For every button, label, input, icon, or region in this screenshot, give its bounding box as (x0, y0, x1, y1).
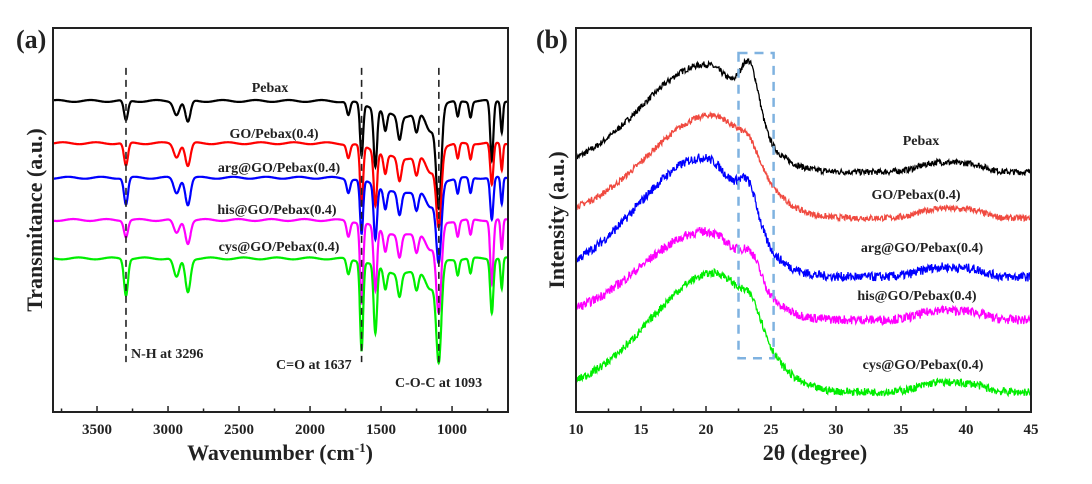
x-tick-label: 40 (959, 422, 974, 438)
x-tick-label: 30 (829, 422, 844, 438)
xrd-curves (575, 57, 1032, 398)
x-tick-label: 3500 (82, 422, 112, 438)
series-label-pebax: Pebax (252, 81, 289, 96)
ftir-series-line (53, 175, 509, 265)
x-tick-label: 35 (894, 422, 909, 438)
xrd-series-line (575, 226, 1032, 327)
x-tick-label: 25 (764, 422, 779, 438)
series-label-pebax-b: Pebax (903, 134, 940, 149)
ftir-panel: (a) 3500 3000 2500 2000 1500 1000 Pebax GO/Pe… (16, 25, 509, 465)
x-tick-label: 2500 (224, 422, 254, 438)
ftir-series-line (52, 141, 509, 230)
series-label-cys-b: cys@GO/Pebax(0.4) (863, 358, 984, 373)
ftir-series-line (53, 98, 508, 211)
x-axis-title-b: 2θ (degree) (763, 440, 868, 465)
plot-frame-b (575, 27, 1032, 413)
series-label-go-pebax-b: GO/Pebax(0.4) (871, 188, 960, 203)
panel-label-a: (a) (16, 25, 46, 54)
ftir-curves (52, 98, 509, 366)
plot-frame-a (52, 27, 509, 413)
series-label-arg-b: arg@GO/Pebax(0.4) (861, 241, 984, 256)
x-tick-label: 20 (699, 422, 714, 438)
x-tick-label: 45 (1024, 422, 1039, 438)
series-label-go-pebax: GO/Pebax(0.4) (229, 127, 318, 142)
x-ticks-b: 10 15 20 25 30 35 40 45 (569, 406, 1039, 438)
panel-label-b: (b) (536, 25, 568, 54)
ftir-series-line (52, 256, 508, 366)
y-axis-title-a: Transmitance (a.u.) (22, 128, 47, 312)
x-tick-label: 10 (569, 422, 584, 438)
series-label-arg: arg@GO/Pebax(0.4) (218, 161, 341, 176)
xrd-panel: (b) 10 15 20 25 30 35 40 45 Pebax GO/Pebax(0.4)… (536, 25, 1039, 465)
highlight-box (737, 51, 775, 360)
x-tick-label: 3000 (153, 422, 183, 438)
x-tick-label: 1000 (437, 422, 467, 438)
x-tick-label: 15 (634, 422, 649, 438)
xrd-series-line (575, 57, 1032, 177)
x-tick-label: 2000 (295, 422, 325, 438)
annotation-coc: C-O-C at 1093 (395, 376, 482, 391)
ftir-series-line (52, 217, 509, 316)
xrd-series-line (575, 153, 1032, 283)
xrd-series-line (575, 267, 1032, 398)
annotation-co: C=O at 1637 (276, 358, 352, 373)
y-axis-title-b: Intensity (a.u.) (544, 151, 569, 289)
series-label-his: his@GO/Pebax(0.4) (217, 203, 337, 218)
series-label-cys: cys@GO/Pebax(0.4) (219, 240, 340, 255)
ftir-reference-lines (125, 67, 440, 363)
series-label-his-b: his@GO/Pebax(0.4) (857, 289, 977, 304)
x-ticks-a: 3500 3000 2500 2000 1500 1000 (60, 406, 489, 438)
xrd-series-line (575, 110, 1032, 223)
x-tick-label: 1500 (366, 422, 396, 438)
x-axis-title-a: Wavenumber (cm-1) (187, 440, 373, 465)
annotation-nh: N-H at 3296 (131, 347, 203, 362)
